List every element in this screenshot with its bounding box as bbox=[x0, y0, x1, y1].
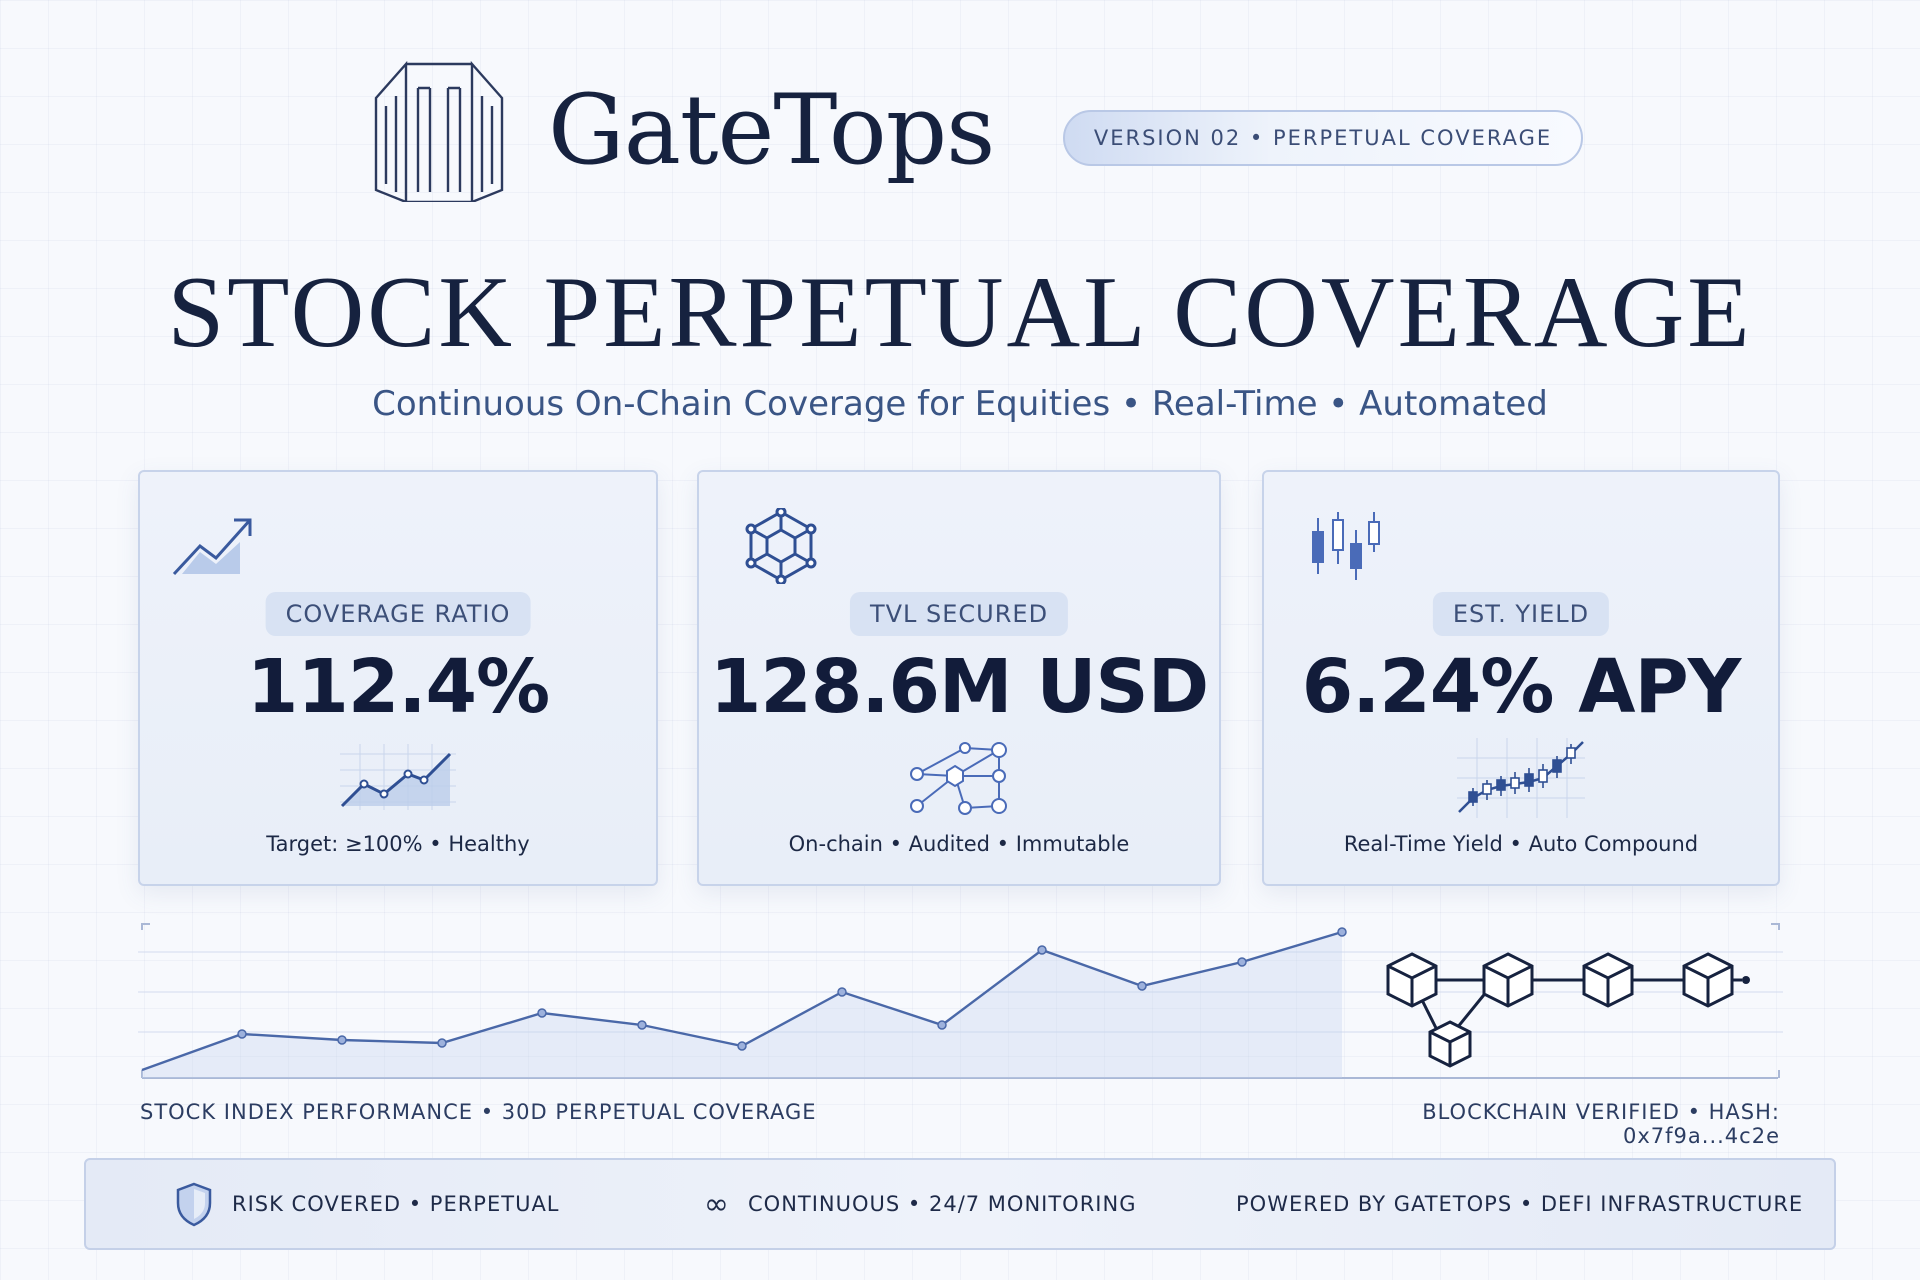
performance-point bbox=[1037, 945, 1047, 955]
footer-item-risk: RISK COVERED • PERPETUAL bbox=[174, 1160, 560, 1248]
performance-point bbox=[237, 1029, 247, 1039]
version-badge: VERSION 02 • PERPETUAL COVERAGE bbox=[1063, 110, 1583, 166]
block-icon bbox=[1482, 952, 1534, 1008]
tvl-secured-card: TVL SECURED 128.6M USD On-chain • Audite… bbox=[697, 470, 1221, 886]
block-icon bbox=[1582, 952, 1634, 1008]
page-subtitle: Continuous On-Chain Coverage for Equitie… bbox=[372, 384, 1548, 424]
infinity-icon: ∞ bbox=[704, 1186, 730, 1222]
performance-point bbox=[637, 1020, 647, 1030]
blockchain-caption: BLOCKCHAIN VERIFIED • HASH: 0x7f9a...4c2… bbox=[1422, 1100, 1780, 1148]
card-label: EST. YIELD bbox=[1432, 592, 1610, 636]
trend-up-icon bbox=[170, 512, 260, 586]
candlestick-icon bbox=[1308, 508, 1384, 588]
performance-point bbox=[437, 1038, 447, 1048]
mini-area-chart-icon bbox=[340, 744, 456, 814]
coverage-ratio-value: 112.4% bbox=[246, 644, 550, 730]
stock-index-performance-chart bbox=[138, 923, 1783, 1079]
performance-point bbox=[737, 1041, 747, 1051]
coverage-ratio-card: COVERAGE RATIO 112.4% Target: ≥100% • He… bbox=[138, 470, 658, 886]
card-caption: Real-Time Yield • Auto Compound bbox=[1343, 832, 1699, 856]
performance-point bbox=[1337, 927, 1347, 937]
performance-point bbox=[537, 1008, 547, 1018]
chain-blocks bbox=[1386, 952, 1734, 1068]
node-network-icon bbox=[907, 740, 1011, 820]
performance-point bbox=[837, 987, 847, 997]
performance-point bbox=[337, 1035, 347, 1045]
brand-name: GateTops bbox=[548, 74, 995, 186]
footer-bar: RISK COVERED • PERPETUAL ∞ CONTINUOUS • … bbox=[84, 1158, 1836, 1250]
block-icon bbox=[1386, 952, 1438, 1008]
est-yield-card: EST. YIELD 6.24% APY Real-Time Yield • A… bbox=[1262, 470, 1780, 886]
yield-value: 6.24% APY bbox=[1301, 644, 1742, 730]
chart-corner-marks bbox=[141, 923, 1780, 1078]
footer-risk-text: RISK COVERED • PERPETUAL bbox=[232, 1192, 560, 1216]
yield-candlestick-chart-icon bbox=[1457, 738, 1585, 822]
performance-point bbox=[937, 1020, 947, 1030]
page-title: STOCK PERPETUAL COVERAGE bbox=[167, 256, 1753, 369]
performance-area bbox=[142, 932, 1342, 1078]
footer-item-continuous: ∞ CONTINUOUS • 24/7 MONITORING bbox=[704, 1160, 1136, 1248]
block-icon bbox=[1682, 952, 1734, 1008]
footer-powered-text: POWERED BY GATETOPS • DEFI INFRASTRUCTUR… bbox=[1236, 1192, 1804, 1216]
tvl-value: 128.6M USD bbox=[709, 644, 1209, 730]
shield-icon bbox=[176, 1182, 212, 1227]
card-caption: On-chain • Audited • Immutable bbox=[788, 832, 1130, 856]
footer-continuous-text: CONTINUOUS • 24/7 MONITORING bbox=[748, 1192, 1137, 1216]
footer-item-powered: POWERED BY GATETOPS • DEFI INFRASTRUCTUR… bbox=[1236, 1160, 1803, 1248]
card-caption: Target: ≥100% • Healthy bbox=[266, 832, 530, 856]
network-hex-icon bbox=[743, 506, 819, 588]
gatetops-logo-icon bbox=[372, 58, 506, 204]
performance-point bbox=[1237, 957, 1247, 967]
card-label: COVERAGE RATIO bbox=[265, 592, 531, 636]
performance-caption: STOCK INDEX PERFORMANCE • 30D PERPETUAL … bbox=[140, 1100, 817, 1124]
block-icon bbox=[1428, 1020, 1472, 1068]
blockchain-diagram bbox=[1386, 952, 1750, 1068]
card-label: TVL SECURED bbox=[849, 592, 1069, 636]
performance-point bbox=[1137, 981, 1147, 991]
